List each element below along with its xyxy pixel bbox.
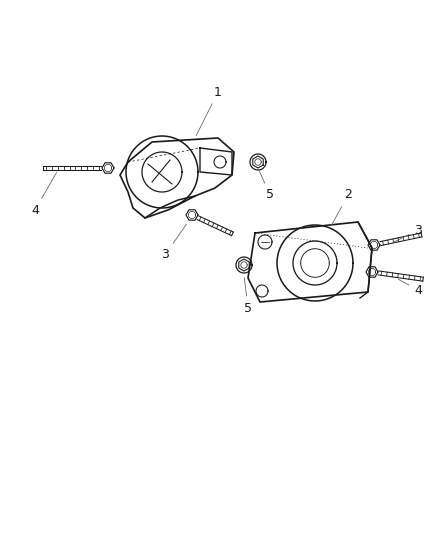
Text: 1: 1 xyxy=(196,85,222,135)
Text: 5: 5 xyxy=(259,171,274,201)
Text: 2: 2 xyxy=(331,189,352,225)
Text: 3: 3 xyxy=(392,223,422,243)
Text: 4: 4 xyxy=(31,172,57,216)
Text: 4: 4 xyxy=(399,279,422,296)
Text: 5: 5 xyxy=(244,278,252,314)
Text: 3: 3 xyxy=(161,224,187,262)
